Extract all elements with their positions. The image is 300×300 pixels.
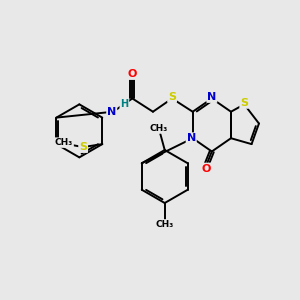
Text: O: O xyxy=(201,164,211,173)
Text: CH₃: CH₃ xyxy=(55,138,73,147)
Text: S: S xyxy=(79,142,87,152)
Text: N: N xyxy=(207,92,217,102)
Text: CH₃: CH₃ xyxy=(150,124,168,133)
Text: N: N xyxy=(187,133,196,143)
Text: CH₃: CH₃ xyxy=(156,220,174,229)
Text: S: S xyxy=(168,92,176,102)
Text: N: N xyxy=(107,107,116,117)
Text: O: O xyxy=(128,69,137,79)
Text: S: S xyxy=(240,98,248,108)
Text: H: H xyxy=(120,99,128,110)
